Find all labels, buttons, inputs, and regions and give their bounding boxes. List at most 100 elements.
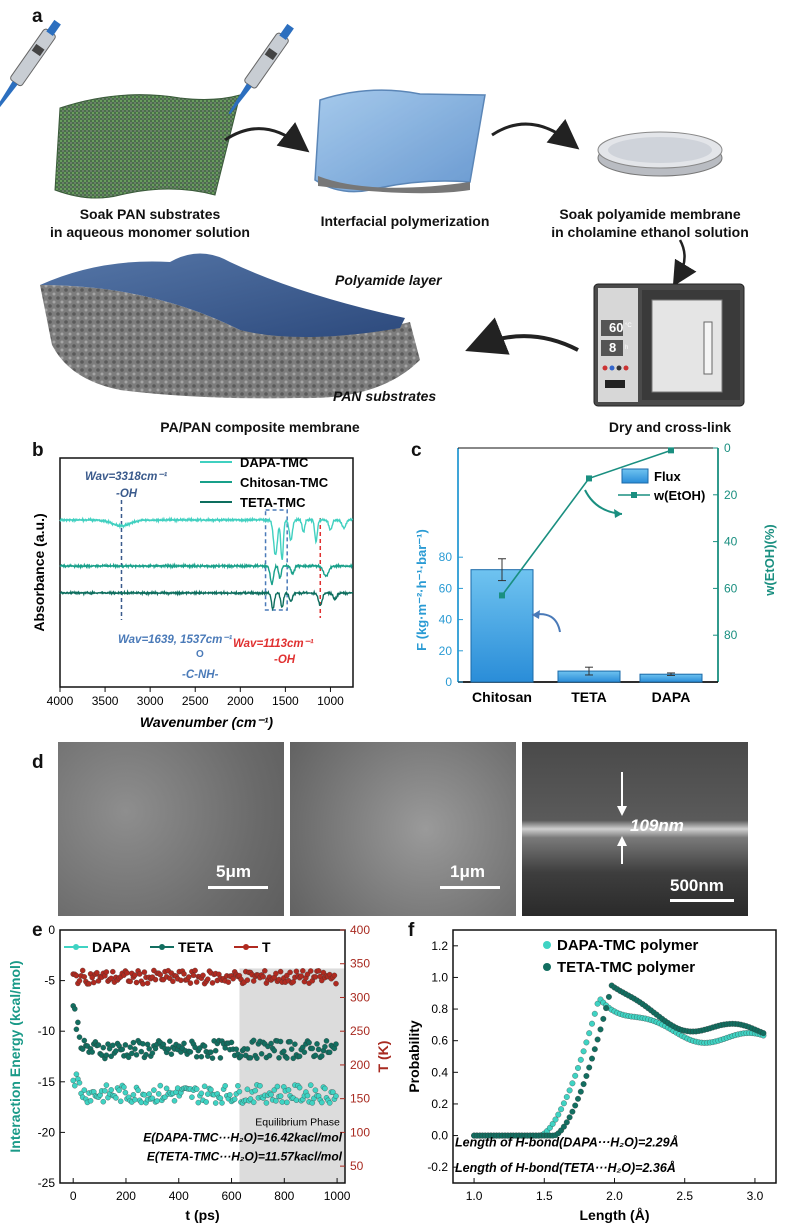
data-point xyxy=(591,1046,598,1053)
data-point xyxy=(121,1084,127,1090)
data-point xyxy=(258,1051,265,1057)
data-point xyxy=(569,1080,576,1087)
hbond-note: Length of H-bond(DAPA···H₂O)=2.29Å xyxy=(455,1136,679,1150)
y2-tick-label: 50 xyxy=(350,1159,364,1173)
data-point xyxy=(300,968,306,974)
legend-label: w(EtOH) xyxy=(653,488,705,503)
annotation-3318-group: -OH xyxy=(116,488,138,500)
data-point xyxy=(140,981,146,987)
data-point xyxy=(315,968,322,974)
data-point xyxy=(333,1041,339,1047)
data-point xyxy=(560,1100,567,1107)
data-point xyxy=(117,1098,124,1105)
data-point xyxy=(304,971,311,978)
sem-image-3: 109nm 500nm xyxy=(522,742,748,916)
data-point xyxy=(605,993,612,1000)
data-point xyxy=(157,1082,164,1089)
y2-axis-label: w(EtOH)(%) xyxy=(762,524,777,597)
data-point xyxy=(586,1030,593,1037)
y2-tick-label: 80 xyxy=(724,628,738,642)
data-point xyxy=(76,1034,83,1040)
legend-label: TETA-TMC polymer xyxy=(557,959,695,976)
data-point xyxy=(589,1055,595,1062)
oven-time-unit: h xyxy=(625,345,629,351)
pan-sheet xyxy=(54,94,241,199)
data-point xyxy=(103,969,110,975)
panel-b-label: b xyxy=(32,440,44,461)
data-point xyxy=(575,1065,581,1071)
data-point xyxy=(583,1073,590,1079)
data-point xyxy=(323,1038,330,1044)
data-point xyxy=(119,1046,126,1053)
series-points-t xyxy=(70,967,339,987)
data-point xyxy=(319,1099,325,1106)
data-point xyxy=(87,1098,94,1104)
y-axis-label: Interaction Energy (kcal/mol) xyxy=(7,960,23,1152)
pan-substrate xyxy=(40,285,420,399)
data-point xyxy=(186,974,192,980)
data-point xyxy=(560,1123,567,1130)
data-point xyxy=(144,980,151,986)
panel-f-label: f xyxy=(408,920,415,941)
data-point xyxy=(577,1088,584,1095)
data-point xyxy=(288,1046,295,1052)
legend-label: TETA-TMC xyxy=(240,495,306,510)
data-point xyxy=(132,972,138,978)
step3-caption: Soak polyamide membrane in cholamine etha… xyxy=(551,206,749,240)
data-point xyxy=(300,1044,306,1051)
y-tick-label: 20 xyxy=(439,644,453,658)
data-point xyxy=(152,976,159,983)
scale-bar-2 xyxy=(440,886,500,889)
data-point xyxy=(326,1049,333,1056)
legend-marker xyxy=(159,944,165,950)
data-point xyxy=(254,1055,260,1061)
y-tick-label: -25 xyxy=(38,1176,56,1190)
y-tick-label: -15 xyxy=(38,1075,56,1089)
panel-d-label: d xyxy=(32,752,44,773)
annotation-1113: Wav=1113cm⁻¹ xyxy=(233,638,314,650)
legend-label: Chitosan-TMC xyxy=(240,475,329,490)
data-point xyxy=(244,1086,251,1093)
data-point xyxy=(326,1100,333,1106)
x-tick-label: 1.5 xyxy=(536,1189,553,1203)
data-point xyxy=(572,1072,579,1079)
data-point xyxy=(100,1098,107,1105)
data-point xyxy=(222,1083,228,1089)
data-point xyxy=(146,1091,152,1097)
thickness-label: 109nm xyxy=(630,816,684,835)
data-point xyxy=(113,1095,119,1101)
data-point xyxy=(312,974,319,980)
data-point xyxy=(322,1085,328,1092)
petri-dish-icon xyxy=(597,131,723,177)
data-point xyxy=(262,968,268,974)
oven-temp-value: 60 xyxy=(609,320,624,335)
data-point xyxy=(589,1020,595,1027)
ethanol-point xyxy=(668,447,674,454)
data-point xyxy=(296,1053,303,1060)
y-axis-label: Absorbance (a.u.) xyxy=(31,513,47,631)
data-point xyxy=(86,981,92,987)
x-tick-label: 2500 xyxy=(182,694,209,708)
x-tick-label: 2.0 xyxy=(606,1189,623,1203)
data-point xyxy=(201,1083,208,1090)
sem-image-1: 5μm xyxy=(58,742,284,916)
x-tick-label: TETA xyxy=(571,689,607,705)
y2-tick-label: 100 xyxy=(350,1125,370,1139)
data-point xyxy=(309,1045,316,1052)
chart-e-interaction: -25 -20 -15 -10 -5 0 50 100 150 200 250 300 350 400 0 2… xyxy=(7,923,391,1223)
annotation-1639: Wav=1639, 1537cm⁻¹ xyxy=(118,634,232,646)
data-point xyxy=(307,968,314,974)
step2-caption: Interfacial polymerization xyxy=(320,213,490,229)
data-point xyxy=(236,1088,243,1095)
data-point xyxy=(219,1100,225,1106)
data-point xyxy=(200,972,206,979)
data-point xyxy=(72,1006,78,1012)
data-point xyxy=(125,1054,132,1061)
data-point xyxy=(312,1052,319,1059)
data-point xyxy=(244,1046,251,1052)
data-point xyxy=(235,1083,241,1089)
blue-sheet xyxy=(314,89,486,193)
scale-label-2: 1μm xyxy=(450,862,485,881)
data-point xyxy=(140,1041,146,1047)
pan-substrates-label: PAN substrates xyxy=(333,388,437,404)
